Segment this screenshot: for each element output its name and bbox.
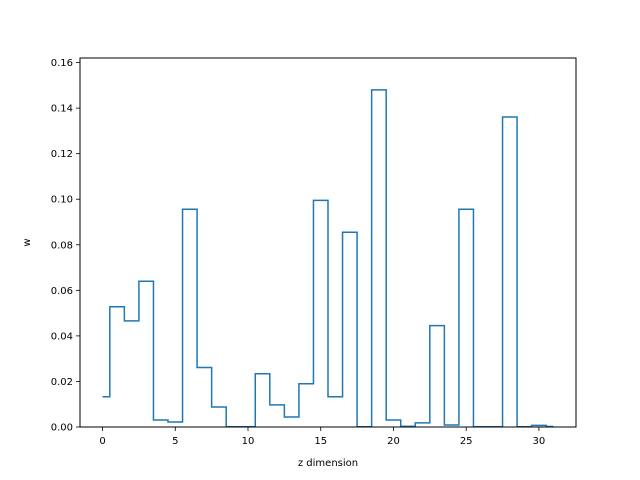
x-tick-label: 30 (533, 436, 546, 447)
axes-frame (79, 57, 577, 428)
y-tick-label: 0.12 (51, 149, 73, 160)
x-tick-label: 15 (314, 436, 327, 447)
y-tick-label: 0.10 (51, 195, 73, 206)
x-tick-label: 10 (242, 436, 255, 447)
x-tick-label: 0 (99, 436, 105, 447)
y-tick-label: 0.16 (51, 58, 73, 69)
y-tick-label: 0.02 (51, 377, 73, 388)
x-tick-label: 5 (172, 436, 178, 447)
y-tick-label: 0.06 (51, 286, 73, 297)
y-tick-label: 0.04 (51, 331, 73, 342)
x-axis: 0 5 10 15 20 25 30 (99, 427, 545, 447)
y-tick-label: 0.08 (51, 240, 73, 251)
x-axis-label: z dimension (298, 458, 358, 469)
x-tick-label: 20 (387, 436, 400, 447)
x-tick-label: 25 (460, 436, 473, 447)
y-tick-label: 0.00 (51, 423, 73, 434)
y-tick-label: 0.14 (51, 104, 73, 115)
y-axis: 0.00 0.02 0.04 0.06 0.08 0.10 0.12 0.14 0.16 (51, 58, 80, 434)
y-axis-label: w (22, 238, 33, 246)
series-line (102, 89, 554, 428)
